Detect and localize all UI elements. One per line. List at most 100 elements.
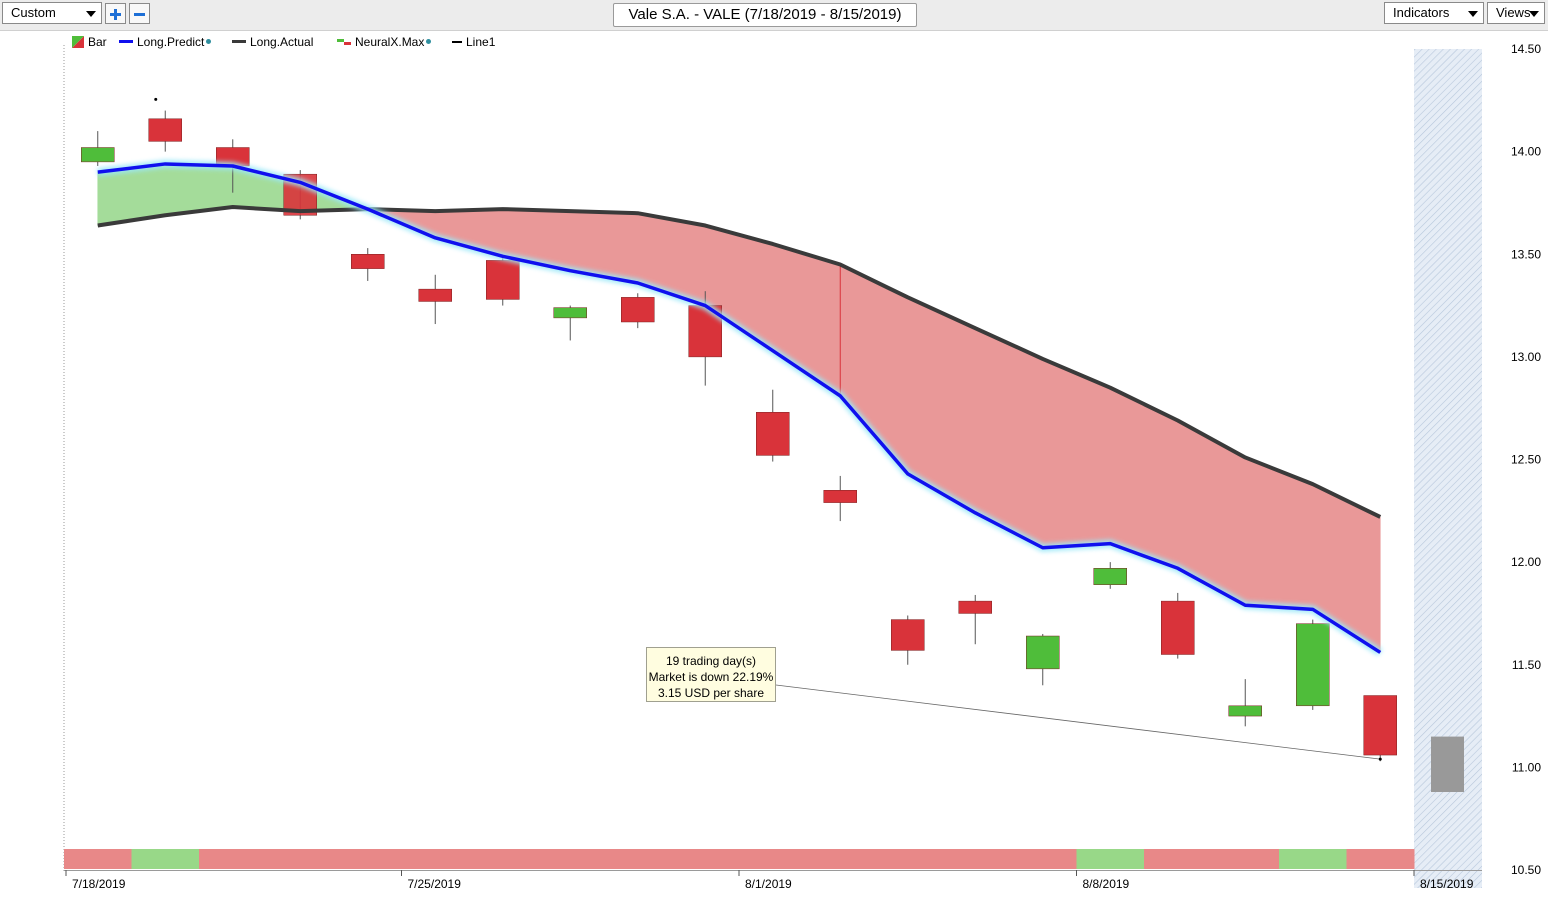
annotation-change: Market is down 22.19% xyxy=(648,670,774,684)
strip-bear-cell xyxy=(401,849,470,869)
y-tick-label: 14.50 xyxy=(1511,42,1541,56)
legend-neuralx-max[interactable]: NeuralX.Max xyxy=(337,34,432,50)
views-dropdown[interactable]: Views xyxy=(1487,2,1545,24)
chevron-down-icon xyxy=(1468,11,1478,17)
x-tick-label: 8/1/2019 xyxy=(745,877,792,891)
legend-label: Bar xyxy=(88,34,107,49)
y-tick-label: 10.50 xyxy=(1511,863,1541,877)
legend-label: Long.Actual xyxy=(250,34,314,49)
candle-down xyxy=(486,256,520,306)
strip-bear-cell xyxy=(1009,849,1077,869)
signal-fill-areas xyxy=(97,163,1381,653)
candle-down xyxy=(351,248,385,281)
strip-bull-cell xyxy=(1279,849,1347,869)
annotation-usd: 3.15 USD per share xyxy=(657,686,765,700)
candle-body xyxy=(148,118,182,142)
strip-bull-cell xyxy=(1076,849,1145,869)
strip-bear-cell xyxy=(671,849,740,869)
chevron-down-icon xyxy=(1529,11,1539,17)
candle-up xyxy=(1296,619,1330,710)
candle-down xyxy=(1161,592,1195,659)
y-tick-label: 13.00 xyxy=(1511,350,1541,364)
line1-startpoint xyxy=(154,97,158,101)
legend-label: NeuralX.Max xyxy=(355,34,425,49)
y-tick-label: 13.50 xyxy=(1511,247,1541,261)
candle-body xyxy=(756,412,790,456)
neuralx-icon xyxy=(337,38,351,45)
y-tick-label: 14.00 xyxy=(1511,145,1541,159)
minus-icon xyxy=(134,13,145,16)
y-axis: 14.50 14.00 13.50 13.00 12.50 12.00 11.50 11.00… xyxy=(1511,42,1541,877)
legend-long-actual[interactable]: Long.Actual xyxy=(232,34,313,50)
blue-line-icon xyxy=(119,39,133,43)
long-predict-line xyxy=(97,162,1382,654)
strip-bear-cell xyxy=(874,849,942,869)
candle-body xyxy=(891,619,925,651)
x-axis: 7/18/2019 7/25/2019 8/1/2019 8/8/2019 8/15/2… xyxy=(65,870,1474,891)
x-tick-label: 7/25/2019 xyxy=(408,877,462,891)
strip-bear-cell xyxy=(604,849,672,869)
strip-bear-cell xyxy=(739,849,807,869)
y-tick-label: 12.50 xyxy=(1511,453,1541,467)
strip-bull-cell xyxy=(131,849,200,869)
strip-bear-cell xyxy=(1144,849,1212,869)
candle-body xyxy=(1093,568,1127,585)
zoom-in-button[interactable] xyxy=(105,3,126,24)
x-tick-label: 8/8/2019 xyxy=(1083,877,1130,891)
candle-body xyxy=(486,260,520,300)
candle-body xyxy=(1228,705,1262,717)
strip-bear-cell xyxy=(266,849,335,869)
strip-bear-cell xyxy=(64,849,132,869)
y-tick-label: 11.50 xyxy=(1512,658,1541,672)
bear-fill-segment xyxy=(839,264,909,475)
candle-body xyxy=(553,307,587,319)
strip-bear-cell xyxy=(941,849,1010,869)
chevron-down-icon xyxy=(86,11,96,17)
candle-down xyxy=(756,389,790,462)
indicators-dropdown[interactable]: Indicators xyxy=(1384,2,1484,24)
settings-dot-icon[interactable] xyxy=(426,39,432,45)
candle-body xyxy=(81,147,115,163)
chart-title: Vale S.A. - VALE (7/18/2019 - 8/15/2019) xyxy=(613,3,917,27)
plus-icon-stem xyxy=(114,9,117,20)
line1-endpoint xyxy=(1378,757,1382,761)
annotation-days: 19 trading day(s) xyxy=(665,654,757,668)
candle-down xyxy=(148,110,182,152)
line1-connector xyxy=(775,684,1381,760)
candle-down xyxy=(823,475,857,522)
strip-bear-cell xyxy=(199,849,267,869)
indicators-label: Indicators xyxy=(1393,5,1450,20)
zoom-out-button[interactable] xyxy=(129,3,150,24)
strip-bear-cell xyxy=(469,849,537,869)
bar-icon xyxy=(72,35,84,48)
x-tick-label: 7/18/2019 xyxy=(72,877,126,891)
strip-bear-cell xyxy=(806,849,875,869)
x-tick-label: 8/15/2019 xyxy=(1420,877,1474,891)
legend-line1[interactable]: Line1 xyxy=(452,34,495,50)
dark-line-icon xyxy=(232,39,246,43)
legend-label: Line1 xyxy=(466,34,496,49)
candle-down xyxy=(418,274,452,325)
legend-label: Long.Predict xyxy=(137,34,205,49)
settings-dot-icon[interactable] xyxy=(206,39,212,45)
bear-fill-segment xyxy=(1042,358,1111,549)
candle-body xyxy=(351,254,385,269)
legend-long-predict[interactable]: Long.Predict xyxy=(119,34,212,50)
candle-up xyxy=(553,305,587,341)
candle-body xyxy=(1363,695,1397,756)
candle-body xyxy=(823,490,857,503)
forecast-bar xyxy=(1431,736,1464,793)
legend-bar[interactable]: Bar xyxy=(72,34,107,50)
preset-dropdown[interactable]: Custom xyxy=(2,2,102,24)
candle-body xyxy=(418,288,452,302)
y-tick-label: 12.00 xyxy=(1511,555,1541,569)
candle-down xyxy=(958,594,992,645)
black-line-icon xyxy=(452,40,462,43)
candle-up xyxy=(1228,679,1262,727)
candle-body xyxy=(1026,635,1060,670)
y-tick-label: 11.00 xyxy=(1512,760,1541,774)
candles xyxy=(81,110,1397,762)
preset-value: Custom xyxy=(11,5,56,20)
long-actual-line xyxy=(97,205,1382,519)
candle-body xyxy=(621,297,655,323)
